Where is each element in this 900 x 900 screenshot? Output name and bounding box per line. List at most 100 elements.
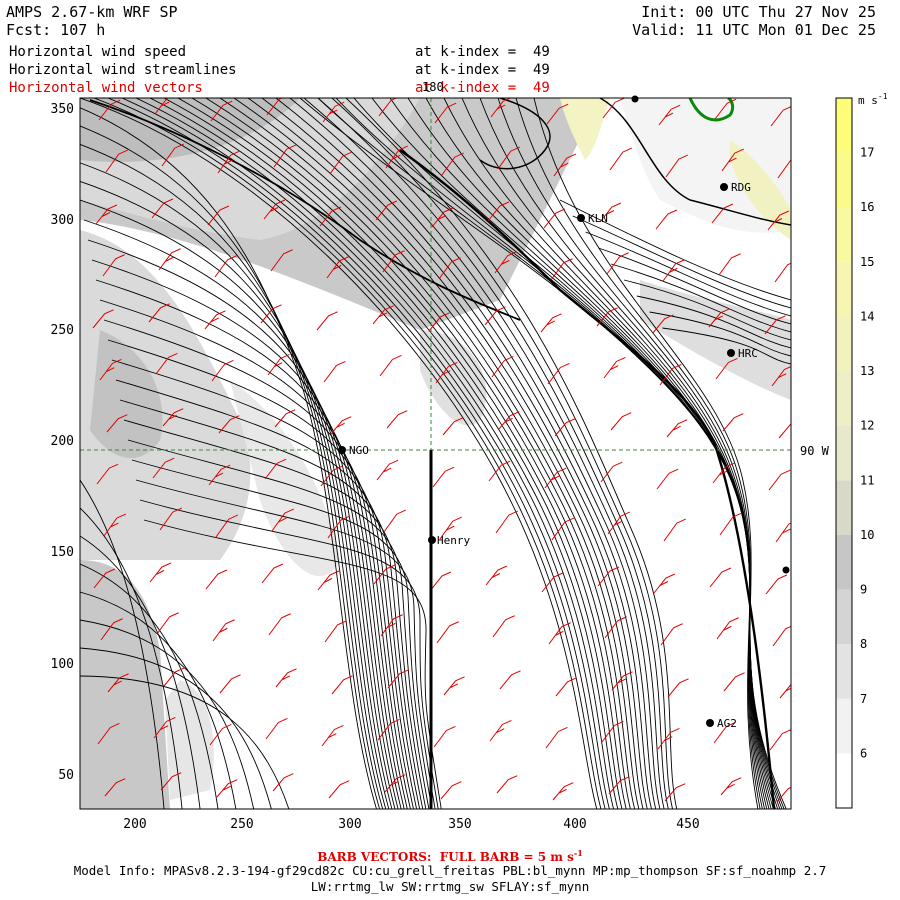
wind-barb: [322, 101, 345, 123]
wind-barb: [149, 562, 172, 583]
streamline: [80, 144, 384, 809]
colorbar-cell: [836, 753, 852, 808]
wind-barb: [385, 145, 408, 169]
wind-barb: [104, 778, 126, 797]
streamline: [559, 199, 791, 301]
streamline: [345, 98, 678, 809]
wind-barb: [268, 613, 291, 636]
streamline: [598, 247, 791, 325]
wind-barb: [488, 460, 511, 482]
meridian-label: 180: [422, 80, 444, 94]
streamline: [205, 98, 636, 809]
parallel-label: 90 W: [800, 444, 830, 458]
wind-barb: [610, 412, 632, 431]
wind-barb: [377, 719, 400, 741]
wind-barb: [602, 98, 625, 119]
x-tick-200: 200: [123, 817, 146, 832]
wind-barb: [382, 250, 405, 273]
wind-barb: [265, 718, 288, 740]
streamline: [572, 215, 791, 309]
wind-barb: [778, 423, 791, 439]
wind-barb: [205, 569, 228, 590]
wind-barb: [263, 199, 286, 220]
init-time: Init: 00 UTC Thu 27 Nov 25: [641, 3, 876, 21]
wind-barb: [653, 573, 676, 594]
wind-barb: [544, 467, 567, 489]
field-level-vectors: at k-index = 49: [415, 80, 550, 96]
streamline: [99, 299, 408, 809]
wind-barb: [215, 514, 238, 538]
wind-barb: [264, 458, 287, 480]
wind-barb: [497, 146, 520, 170]
wind-barb: [435, 362, 458, 384]
wind-barb: [779, 683, 791, 699]
streamline: [371, 98, 768, 809]
wind-barb: [720, 777, 742, 796]
wind-barb: [317, 570, 340, 591]
colorbar-cell: [836, 98, 852, 153]
station-rdg: RDG: [720, 181, 751, 194]
wind-barb: [711, 203, 734, 224]
wind-barb: [107, 673, 129, 693]
wind-barb: [716, 617, 739, 640]
colorbar-label: 7: [860, 692, 867, 706]
wind-barb: [540, 313, 562, 333]
streamline: [121, 98, 610, 809]
wind-barb: [261, 563, 284, 584]
valid-time: Valid: 11 UTC Mon 01 Dec 25: [632, 21, 876, 39]
colorbar-cells: [836, 98, 852, 808]
wind-barb: [321, 725, 344, 747]
y-tick-100: 100: [51, 657, 74, 672]
streamline: [649, 311, 791, 357]
streamline: [662, 327, 791, 365]
wind-barb: [216, 779, 238, 798]
field-level-streamlines: at k-index = 49: [415, 62, 550, 78]
x-tick-350: 350: [448, 817, 471, 832]
colorbar-cell: [836, 207, 852, 262]
wind-barb: [491, 356, 514, 378]
wind-barb: [207, 205, 230, 226]
wind-barb: [606, 252, 629, 275]
wind-barb: [204, 310, 226, 330]
wind-barb: [153, 717, 176, 739]
wind-barb: [429, 571, 452, 592]
wind-barb: [665, 154, 688, 178]
station-hrc: HRC: [727, 347, 758, 360]
wind-barb: [99, 359, 122, 381]
colorbar-unit: m s-1: [858, 92, 888, 107]
colorbar-cell: [836, 371, 852, 426]
streamline: [80, 199, 393, 809]
wind-barb: [655, 209, 678, 230]
station-label-hrc: HRC: [738, 347, 758, 360]
model-info: Model Info: MPASv8.2.3-194-gf29cd82c CU:…: [73, 863, 827, 878]
streamline: [177, 98, 627, 809]
wind-barb: [431, 207, 454, 228]
wind-barb: [271, 508, 294, 532]
wind-barb: [768, 469, 791, 491]
wind-barb: [316, 311, 338, 331]
wind-barb: [662, 259, 685, 282]
wind-barb: [492, 615, 515, 638]
wind-barb: [609, 147, 632, 171]
wind-barb: [603, 357, 626, 379]
wind-barb: [552, 782, 574, 801]
wind-barb: [550, 258, 573, 281]
wind-barb: [666, 419, 688, 438]
wind-barb: [96, 463, 119, 485]
station-ag2: AG2: [706, 717, 737, 730]
streamlines: [80, 98, 791, 809]
field-level-speed: at k-index = 49: [415, 44, 550, 60]
wind-barb: [765, 574, 788, 595]
wind-barb: [327, 515, 350, 539]
colorbar-cell: [836, 589, 852, 645]
wind-barb: [722, 413, 744, 432]
station-label-rdg: RDG: [731, 181, 751, 194]
wind-barb: [709, 567, 732, 588]
wind-barb: [723, 672, 745, 692]
station-label-ngo: NGO: [349, 444, 369, 457]
streamline: [399, 149, 776, 809]
wind-barb: [490, 98, 512, 118]
streamline: [80, 563, 219, 809]
wind-barb: [375, 200, 398, 221]
